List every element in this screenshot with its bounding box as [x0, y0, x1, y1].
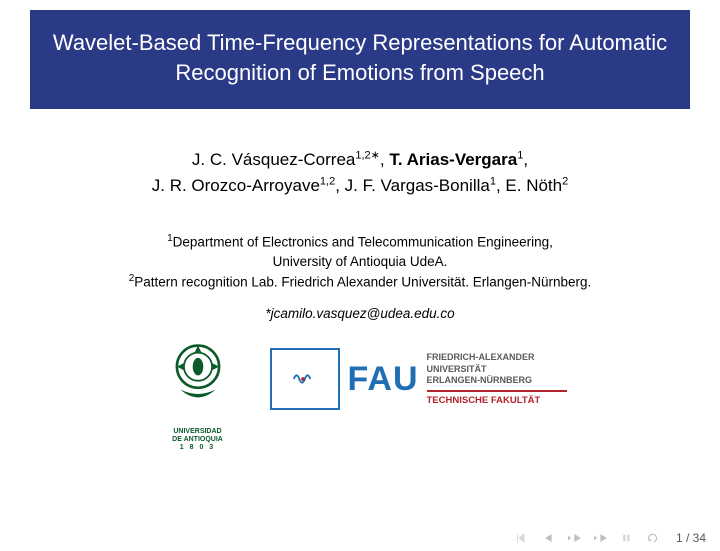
udea-text: UNIVERSIDAD DE ANTIOQUIA 1 8 0 3: [154, 428, 242, 452]
udea-line1: UNIVERSIDAD: [154, 428, 242, 436]
nav-next2-icon[interactable]: [594, 532, 610, 544]
author-1: J. C. Vásquez-Correa: [192, 150, 355, 169]
udea-line3: 1 8 0 3: [154, 444, 242, 452]
author-3-sup: 1,2: [320, 175, 335, 187]
authors-line-1: J. C. Vásquez-Correa1,2∗, T. Arias-Verga…: [0, 147, 720, 173]
affiliations-block: 1Department of Electronics and Telecommu…: [0, 232, 720, 292]
nav-end-icon[interactable]: [620, 532, 636, 544]
nav-next-icon[interactable]: [568, 532, 584, 544]
author-1-sup: 1,2∗: [355, 150, 380, 162]
logo-udea: UNIVERSIDAD DE ANTIOQUIA 1 8 0 3: [154, 335, 242, 423]
nav-first-icon[interactable]: [516, 532, 532, 544]
author-5: , E. Nöth: [496, 176, 562, 195]
fau-l2: UNIVERSITÄT: [427, 364, 567, 376]
affiliation-1b: University of Antioquia UdeA.: [0, 252, 720, 272]
wave-icon: [292, 368, 314, 390]
nav-undo-icon[interactable]: [646, 532, 662, 544]
fau-letters: FAU: [348, 360, 419, 399]
logos-row: UNIVERSIDAD DE ANTIOQUIA 1 8 0 3 FAU FRI…: [0, 335, 720, 423]
nav-icons: [516, 532, 662, 544]
author-4: , J. F. Vargas-Bonilla: [335, 176, 490, 195]
authors-block: J. C. Vásquez-Correa1,2∗, T. Arias-Verga…: [0, 147, 720, 198]
sep: ,: [380, 150, 389, 169]
title-block: Wavelet-Based Time-Frequency Representat…: [30, 10, 690, 109]
udea-line2: DE ANTIOQUIA: [154, 436, 242, 444]
author-2: T. Arias-Vergara: [389, 150, 517, 169]
nav-prev-icon[interactable]: [542, 532, 558, 544]
fau-textblock: FRIEDRICH-ALEXANDER UNIVERSITÄT ERLANGEN…: [427, 352, 567, 406]
fau-box: [270, 348, 340, 410]
aff1-text: Department of Electronics and Telecommun…: [173, 235, 553, 250]
logo-fau: FAU FRIEDRICH-ALEXANDER UNIVERSITÄT ERLA…: [270, 348, 567, 410]
line-end: ,: [523, 150, 528, 169]
author-3: J. R. Orozco-Arroyave: [152, 176, 320, 195]
affiliation-1: 1Department of Electronics and Telecommu…: [0, 232, 720, 252]
page-number: 1 / 34: [676, 531, 706, 545]
email-line: *jcamilo.vasquez@udea.edu.co: [0, 306, 720, 321]
fau-l1: FRIEDRICH-ALEXANDER: [427, 352, 567, 364]
title-text: Wavelet-Based Time-Frequency Representat…: [53, 30, 667, 85]
author-5-sup: 2: [562, 175, 568, 187]
affiliation-2: 2Pattern recognition Lab. Friedrich Alex…: [0, 272, 720, 292]
fau-redbar: [427, 390, 567, 392]
authors-line-2: J. R. Orozco-Arroyave1,2, J. F. Vargas-B…: [0, 173, 720, 199]
aff2-text: Pattern recognition Lab. Friedrich Alexa…: [134, 275, 591, 290]
fau-red: TECHNISCHE FAKULTÄT: [427, 395, 567, 406]
udea-crest-icon: [154, 335, 242, 423]
fau-l3: ERLANGEN-NÜRNBERG: [427, 375, 567, 387]
footer: 1 / 34: [516, 531, 706, 545]
